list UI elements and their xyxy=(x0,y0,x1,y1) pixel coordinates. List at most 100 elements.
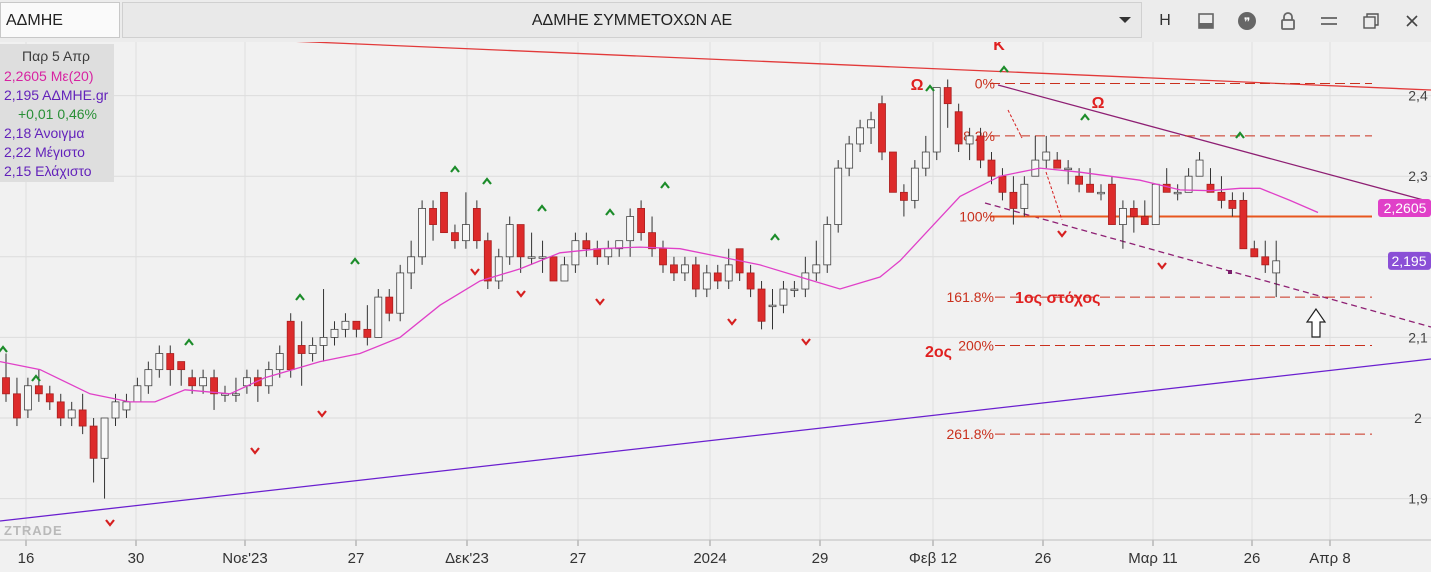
candle xyxy=(45,385,54,410)
restore-button[interactable] xyxy=(1358,8,1384,34)
h-button[interactable]: H xyxy=(1152,8,1178,34)
candle-body xyxy=(286,320,295,371)
candle xyxy=(1042,135,1051,169)
candle-body xyxy=(1097,191,1105,195)
candle xyxy=(275,345,284,378)
fib-level-label: 100% xyxy=(959,209,995,225)
candle-body xyxy=(34,385,43,395)
candle-body xyxy=(1020,183,1029,209)
candle xyxy=(1250,240,1259,258)
candle-body xyxy=(396,272,405,314)
candle xyxy=(549,256,558,282)
candle-body xyxy=(451,232,459,242)
candle xyxy=(1140,200,1149,225)
candle-body xyxy=(1053,159,1062,169)
candle xyxy=(308,337,317,362)
minimize-button[interactable] xyxy=(1316,8,1342,34)
candle-body xyxy=(571,240,580,266)
fractal-down-marker xyxy=(105,519,115,527)
x-tick-label: Μαρ 11 xyxy=(1128,550,1177,567)
annotation-first-target: 1ος στόχος xyxy=(1015,290,1100,307)
candle-body xyxy=(78,409,87,427)
candle-body xyxy=(965,135,974,145)
candle xyxy=(286,313,295,378)
y-tick-label: 2,4 xyxy=(1408,88,1428,104)
candle-body xyxy=(910,167,919,201)
layout-button[interactable] xyxy=(1193,8,1219,34)
candle-body xyxy=(582,240,591,250)
candle-body xyxy=(1250,248,1259,258)
candle-body xyxy=(812,264,821,274)
candle-body xyxy=(330,328,339,338)
candle-body xyxy=(659,248,667,266)
fractal-up-marker xyxy=(295,293,305,301)
candle xyxy=(910,160,919,209)
candle-body xyxy=(691,264,700,290)
candle-body xyxy=(341,320,350,330)
channel-point xyxy=(1228,270,1232,274)
fractal-up-marker xyxy=(1235,131,1245,139)
candle xyxy=(976,127,985,169)
candle-body xyxy=(385,296,394,314)
candle xyxy=(834,160,843,233)
candle xyxy=(954,103,963,153)
info-high: 2,22 Μέγιστο xyxy=(4,144,85,160)
quote-button[interactable]: ❞ xyxy=(1234,8,1260,34)
y-tick-label: 1,9 xyxy=(1408,491,1428,507)
candle xyxy=(571,232,580,273)
candle-body xyxy=(67,409,76,419)
candle xyxy=(823,216,832,273)
candle xyxy=(461,192,470,249)
candle xyxy=(1173,184,1182,201)
candle-body xyxy=(516,224,525,258)
close-icon xyxy=(1406,15,1418,27)
candle xyxy=(23,377,32,418)
candle xyxy=(319,289,328,362)
candle xyxy=(626,208,635,257)
candle-body xyxy=(1108,183,1116,225)
candle-body xyxy=(746,272,755,290)
candle xyxy=(330,321,339,346)
candle-body xyxy=(1217,191,1226,201)
fractal-up-marker xyxy=(925,84,935,92)
candle xyxy=(100,417,109,499)
candle-body xyxy=(210,377,218,395)
candle xyxy=(1151,183,1160,225)
dropdown-button[interactable] xyxy=(1108,2,1142,38)
candle xyxy=(1184,168,1193,193)
ma-price-tag-label: 2,2605 xyxy=(1384,200,1427,216)
candle xyxy=(757,280,766,330)
candle xyxy=(363,305,372,346)
candle xyxy=(440,191,448,234)
candle xyxy=(560,256,569,282)
candle xyxy=(1195,152,1204,177)
candle xyxy=(56,393,65,427)
candle xyxy=(867,111,875,144)
fractal-up-marker xyxy=(660,181,670,189)
candle xyxy=(516,224,525,273)
candle-body xyxy=(1140,216,1149,225)
fractal-up-marker xyxy=(999,65,1009,73)
projection-arrow xyxy=(1007,109,1023,139)
close-button[interactable] xyxy=(1399,8,1425,34)
candle-body xyxy=(494,256,503,282)
candle xyxy=(746,264,755,298)
lock-button[interactable] xyxy=(1275,8,1301,34)
candle-body xyxy=(1075,175,1083,185)
x-tick-label: 2024 xyxy=(693,550,726,567)
candle xyxy=(932,87,941,161)
price-chart[interactable]: 1,922,12,22,32,41630Νοε'2327Δεκ'23272024… xyxy=(0,42,1431,572)
candle xyxy=(483,232,492,290)
candle-body xyxy=(670,264,678,274)
candle xyxy=(1086,168,1094,193)
candle-body xyxy=(188,377,197,387)
symbol-input[interactable]: ΑΔΜΗΕ xyxy=(0,2,120,38)
candle xyxy=(122,393,131,418)
candle xyxy=(34,369,43,402)
candle xyxy=(352,320,361,338)
x-tick-label: 26 xyxy=(1244,550,1261,567)
fib-level-label: 38.2% xyxy=(955,128,995,144)
candle-body xyxy=(1184,175,1193,193)
fractal-up-marker xyxy=(605,208,615,216)
candle-body xyxy=(878,103,886,153)
